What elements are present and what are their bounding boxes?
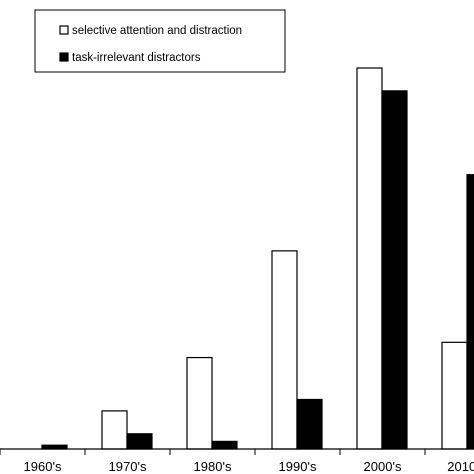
bar-selective-attention-1970-s bbox=[101, 410, 128, 450]
bar-selective-attention-2010-2 bbox=[441, 341, 468, 450]
x-axis-ticks bbox=[0, 449, 426, 455]
legend-swatch-selective-attention bbox=[59, 25, 69, 35]
bar-task-irrelevant-1970-s bbox=[126, 433, 153, 450]
x-tick-label-1980-s: 1980's bbox=[194, 459, 232, 474]
legend-frame bbox=[34, 9, 286, 73]
bar-task-irrelevant-1980-s bbox=[211, 440, 238, 450]
bar-selective-attention-1990-s bbox=[271, 250, 298, 450]
bar-selective-attention-2000-s bbox=[356, 67, 383, 450]
x-tick-label-1990-s: 1990's bbox=[279, 459, 317, 474]
x-tick-label-1960-s: 1960's bbox=[24, 459, 62, 474]
x-tick-label-1970-s: 1970's bbox=[109, 459, 147, 474]
bars-layer bbox=[41, 67, 474, 450]
x-tick-label-2010-2: 2010-2 bbox=[447, 459, 474, 474]
chart-legend: selective attention and distraction task… bbox=[34, 9, 286, 73]
x-tick-label-2000-s: 2000's bbox=[364, 459, 402, 474]
legend-label-selective-attention: selective attention and distraction bbox=[72, 25, 242, 37]
bar-selective-attention-1980-s bbox=[186, 356, 213, 450]
bar-task-irrelevant-2000-s bbox=[381, 90, 408, 450]
bar-task-irrelevant-1990-s bbox=[296, 398, 323, 450]
x-axis-tick-labels: 1960's 1970's 1980's 1990's 2000's 2010-2 bbox=[24, 459, 474, 474]
legend-label-task-irrelevant: task-irrelevant distractors bbox=[72, 52, 201, 64]
legend-swatch-task-irrelevant bbox=[59, 52, 69, 62]
bar-task-irrelevant-2010-2 bbox=[466, 174, 474, 450]
